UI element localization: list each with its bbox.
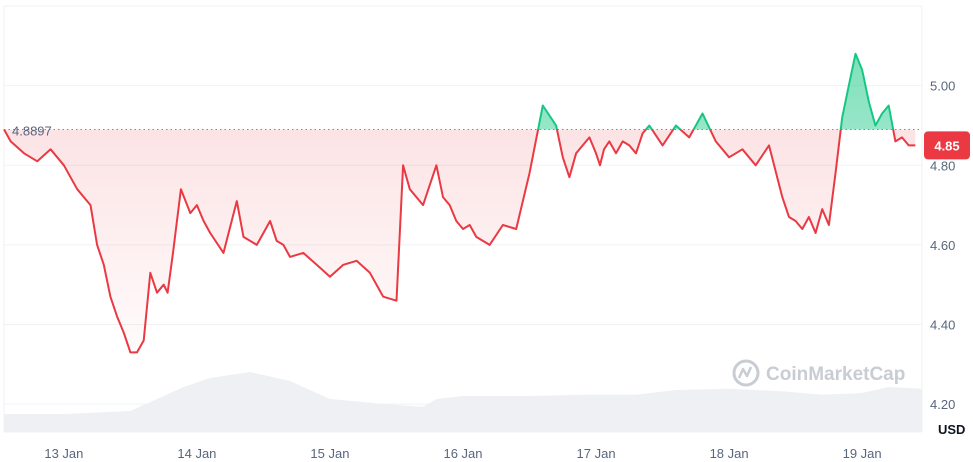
current-price-badge: 4.85 — [924, 131, 970, 160]
coinmarketcap-logo-icon — [732, 359, 760, 387]
area-below-baseline — [4, 129, 916, 353]
volume-area — [4, 372, 922, 432]
x-tick-label: 18 Jan — [710, 446, 749, 461]
x-axis: 13 Jan 14 Jan 15 Jan 16 Jan 17 Jan 18 Jan 19 J… — [44, 446, 881, 461]
x-tick-label: 13 Jan — [44, 446, 83, 461]
x-tick-label: 15 Jan — [310, 446, 349, 461]
x-tick-label: 17 Jan — [577, 446, 616, 461]
y-tick-label: 4.40 — [930, 318, 955, 333]
y-axis: 4.20 4.40 4.60 4.80 5.00 — [930, 79, 955, 413]
current-price-badge-bg — [924, 131, 970, 160]
watermark-text: CoinMarketCap — [766, 364, 905, 385]
x-tick-label: 16 Jan — [443, 446, 482, 461]
watermark: CoinMarketCap — [732, 359, 905, 387]
baseline-label: 4.8897 — [12, 124, 52, 139]
y-tick-label: 5.00 — [930, 79, 955, 94]
y-tick-label: 4.60 — [930, 238, 955, 253]
x-tick-label: 19 Jan — [843, 446, 882, 461]
y-tick-label: 4.80 — [930, 158, 955, 173]
current-price-label: 4.85 — [934, 138, 959, 153]
price-line-below — [3, 129, 916, 354]
y-axis-unit-label: USD — [938, 422, 965, 437]
y-tick-label: 4.20 — [930, 397, 955, 412]
x-tick-label: 14 Jan — [177, 446, 216, 461]
coinmarketcap-logo-wave — [737, 366, 753, 379]
